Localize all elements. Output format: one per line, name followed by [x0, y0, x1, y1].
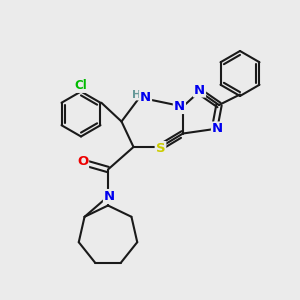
Text: O: O [77, 154, 88, 168]
Text: N: N [140, 91, 151, 104]
Text: N: N [194, 83, 205, 97]
Text: N: N [104, 190, 115, 203]
Text: N: N [174, 100, 185, 113]
Text: Cl: Cl [75, 79, 87, 92]
Text: S: S [156, 142, 165, 155]
Text: H: H [132, 89, 141, 100]
Text: N: N [212, 122, 223, 136]
